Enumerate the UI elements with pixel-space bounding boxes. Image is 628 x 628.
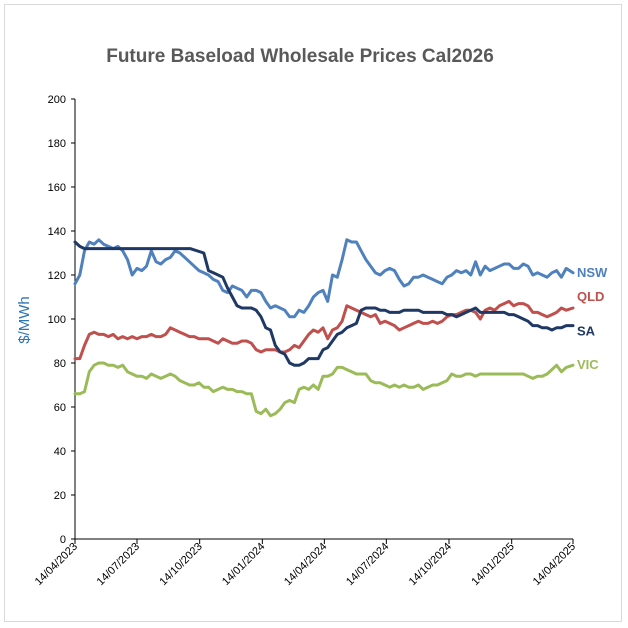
x-tick-label: 14/10/2023 xyxy=(157,541,204,588)
y-tick-label: 20 xyxy=(54,490,66,502)
series-line-sa xyxy=(73,240,575,367)
y-tick-label: 40 xyxy=(54,446,66,458)
x-tick-label: 14/04/2025 xyxy=(531,541,578,588)
x-tick-label: 14/07/2024 xyxy=(344,541,391,588)
y-tick-label: 100 xyxy=(48,314,66,326)
series-labels: NSW QLD SA VIC xyxy=(577,265,608,372)
y-tick-label: 80 xyxy=(54,358,66,370)
y-tick-label: 200 xyxy=(48,94,66,106)
series-label-sa: SA xyxy=(577,324,596,339)
chart-title: Future Baseload Wholesale Prices Cal2026 xyxy=(106,46,494,67)
x-tick-label: 14/04/2024 xyxy=(282,541,329,588)
y-tick-label: 120 xyxy=(48,270,66,282)
y-tick-label: 0 xyxy=(60,534,66,546)
series-line-vic xyxy=(73,361,575,418)
y-tick-label: 160 xyxy=(48,182,66,194)
x-tick-label: 14/07/2023 xyxy=(95,541,142,588)
chart-frame xyxy=(4,4,622,622)
series-line-nsw xyxy=(73,238,575,319)
y-axis-label: $/MWh xyxy=(16,296,33,344)
series-line-qld xyxy=(73,299,575,361)
x-tick-label: 14/01/2024 xyxy=(220,541,267,588)
x-tick-label: 14/04/2023 xyxy=(33,541,80,588)
y-tick-label: 60 xyxy=(54,402,66,414)
series-label-qld: QLD xyxy=(577,289,604,304)
x-tick-label: 14/01/2025 xyxy=(469,541,516,588)
x-tick-label: 14/10/2024 xyxy=(407,541,454,588)
series-label-nsw: NSW xyxy=(577,265,608,280)
series-label-vic: VIC xyxy=(577,357,599,372)
y-tick-label: 180 xyxy=(48,138,66,150)
series-layer xyxy=(73,238,575,418)
y-tick-label: 140 xyxy=(48,226,66,238)
